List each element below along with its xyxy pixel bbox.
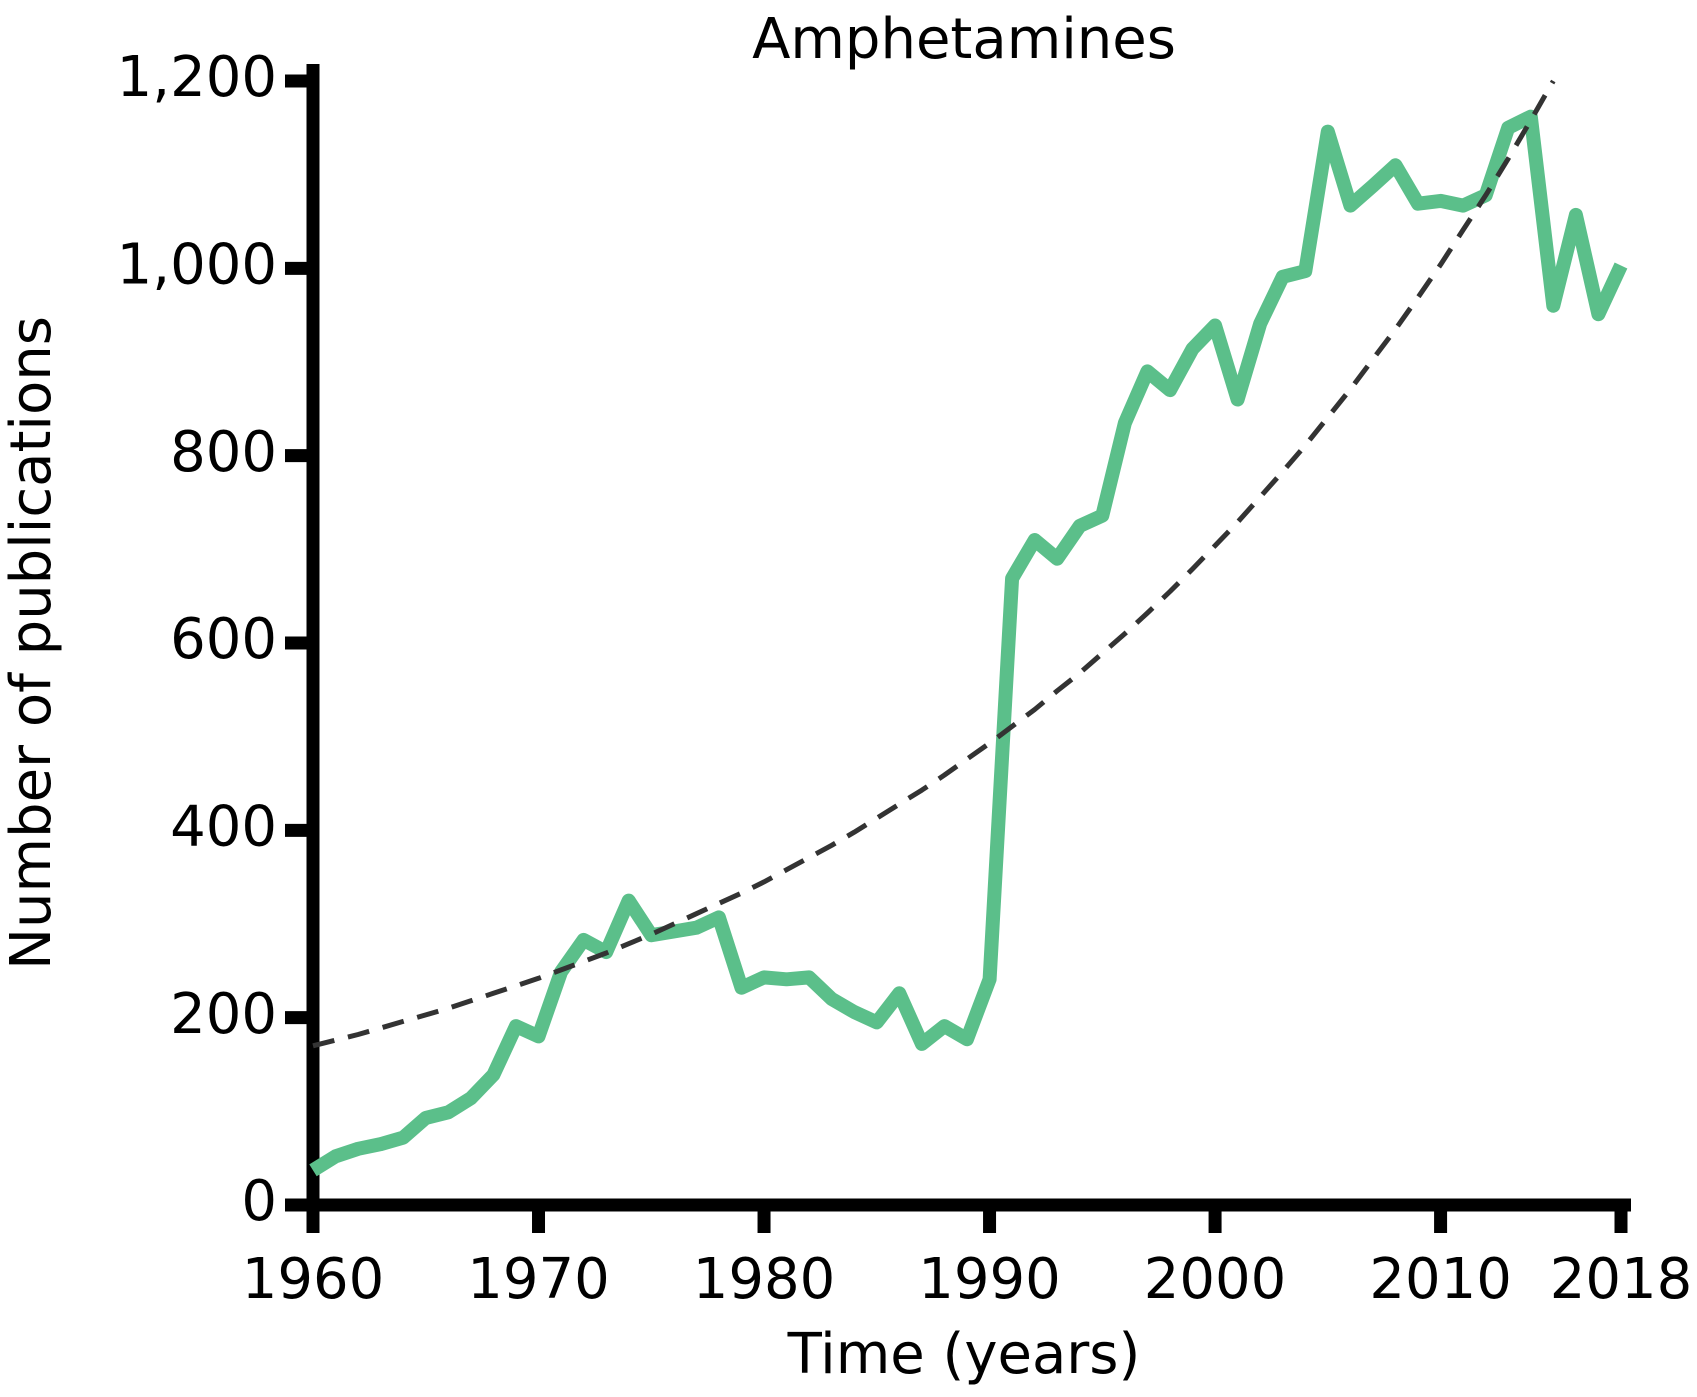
x-tick-label: 2000 — [1144, 1247, 1287, 1312]
chart-title: Amphetamines — [752, 7, 1176, 72]
x-tick-label: 1970 — [467, 1247, 610, 1312]
y-tick-label: 200 — [170, 982, 277, 1047]
x-axis-label: Time (years) — [787, 1322, 1141, 1387]
y-tick-label: 400 — [170, 794, 277, 859]
y-tick-label: 800 — [170, 420, 277, 485]
x-tick-label: 1990 — [918, 1247, 1061, 1312]
y-tick-label: 1,200 — [117, 45, 277, 110]
x-tick-label: 2010 — [1369, 1247, 1512, 1312]
x-tick-label: 1960 — [242, 1247, 385, 1312]
x-tick-label: 1980 — [693, 1247, 836, 1312]
y-tick-label: 0 — [241, 1169, 277, 1234]
y-tick-label: 1,000 — [117, 232, 277, 297]
y-tick-label: 600 — [170, 607, 277, 672]
y-axis-label: Number of publications — [0, 316, 64, 970]
trend-line — [312, 79, 1556, 1049]
x-tick-label: 2018 — [1550, 1247, 1693, 1312]
data-line — [309, 109, 1628, 1177]
